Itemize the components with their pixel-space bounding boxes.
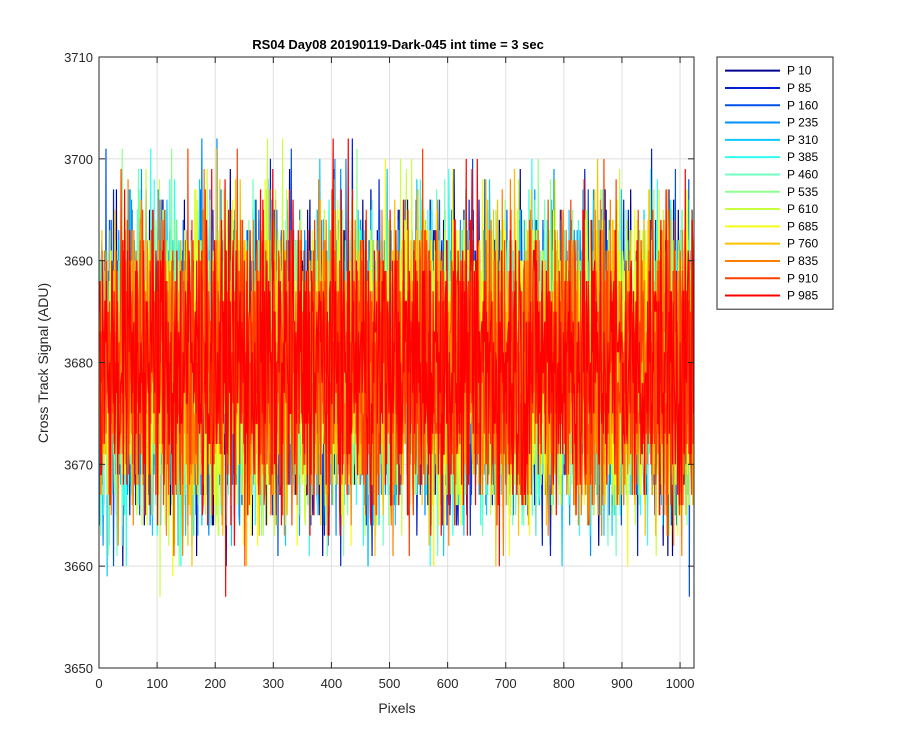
tick-labels: 0 100 200 300 400 500 600 700 800 900 1000 3650 3660… (64, 50, 694, 691)
y-axis-label: Cross Track Signal (ADU) (35, 283, 51, 443)
y-tick-label: 3710 (64, 50, 93, 65)
x-tick-label: 500 (379, 676, 401, 691)
legend-label: P 10 (787, 64, 812, 78)
legend-label: P 385 (787, 150, 818, 164)
series-lines (99, 138, 694, 597)
legend-label: P 310 (787, 133, 818, 147)
y-tick-label: 3690 (64, 254, 93, 269)
legend-label: P 235 (787, 116, 818, 130)
series-line-p-985 (99, 138, 694, 597)
axes (98, 56, 695, 669)
legend-label: P 685 (787, 219, 818, 233)
legend-label: P 985 (787, 289, 818, 303)
x-tick-label: 600 (437, 676, 459, 691)
legend-box (716, 56, 834, 310)
y-tick-label: 3680 (64, 356, 93, 371)
x-tick-label: 400 (321, 676, 343, 691)
x-tick-label: 0 (95, 676, 102, 691)
x-axis-label: Pixels (378, 700, 415, 716)
x-tick-label: 300 (262, 676, 284, 691)
legend-label: P 85 (787, 81, 812, 95)
legend-label: P 535 (787, 185, 818, 199)
legend-label: P 835 (787, 254, 818, 268)
x-tick-label: 100 (146, 676, 168, 691)
x-tick-label: 700 (495, 676, 517, 691)
legend: P 10 P 85 P 160 P 235 P 310 P 385 P 460 P 535 P … (716, 56, 834, 310)
x-tick-label: 800 (553, 676, 575, 691)
legend-label: P 610 (787, 202, 818, 216)
legend-label: P 160 (787, 98, 818, 112)
y-tick-label: 3650 (64, 661, 93, 676)
y-tick-label: 3700 (64, 152, 93, 167)
legend-label: P 460 (787, 167, 818, 181)
legend-label: P 910 (787, 271, 818, 285)
x-tick-label: 1000 (666, 676, 695, 691)
x-tick-label: 200 (204, 676, 226, 691)
y-tick-label: 3660 (64, 559, 93, 574)
legend-label: P 760 (787, 237, 818, 251)
x-tick-label: 900 (611, 676, 633, 691)
chart-title: RS04 Day08 20190119-Dark-045 int time = … (252, 37, 544, 52)
y-tick-label: 3670 (64, 457, 93, 472)
